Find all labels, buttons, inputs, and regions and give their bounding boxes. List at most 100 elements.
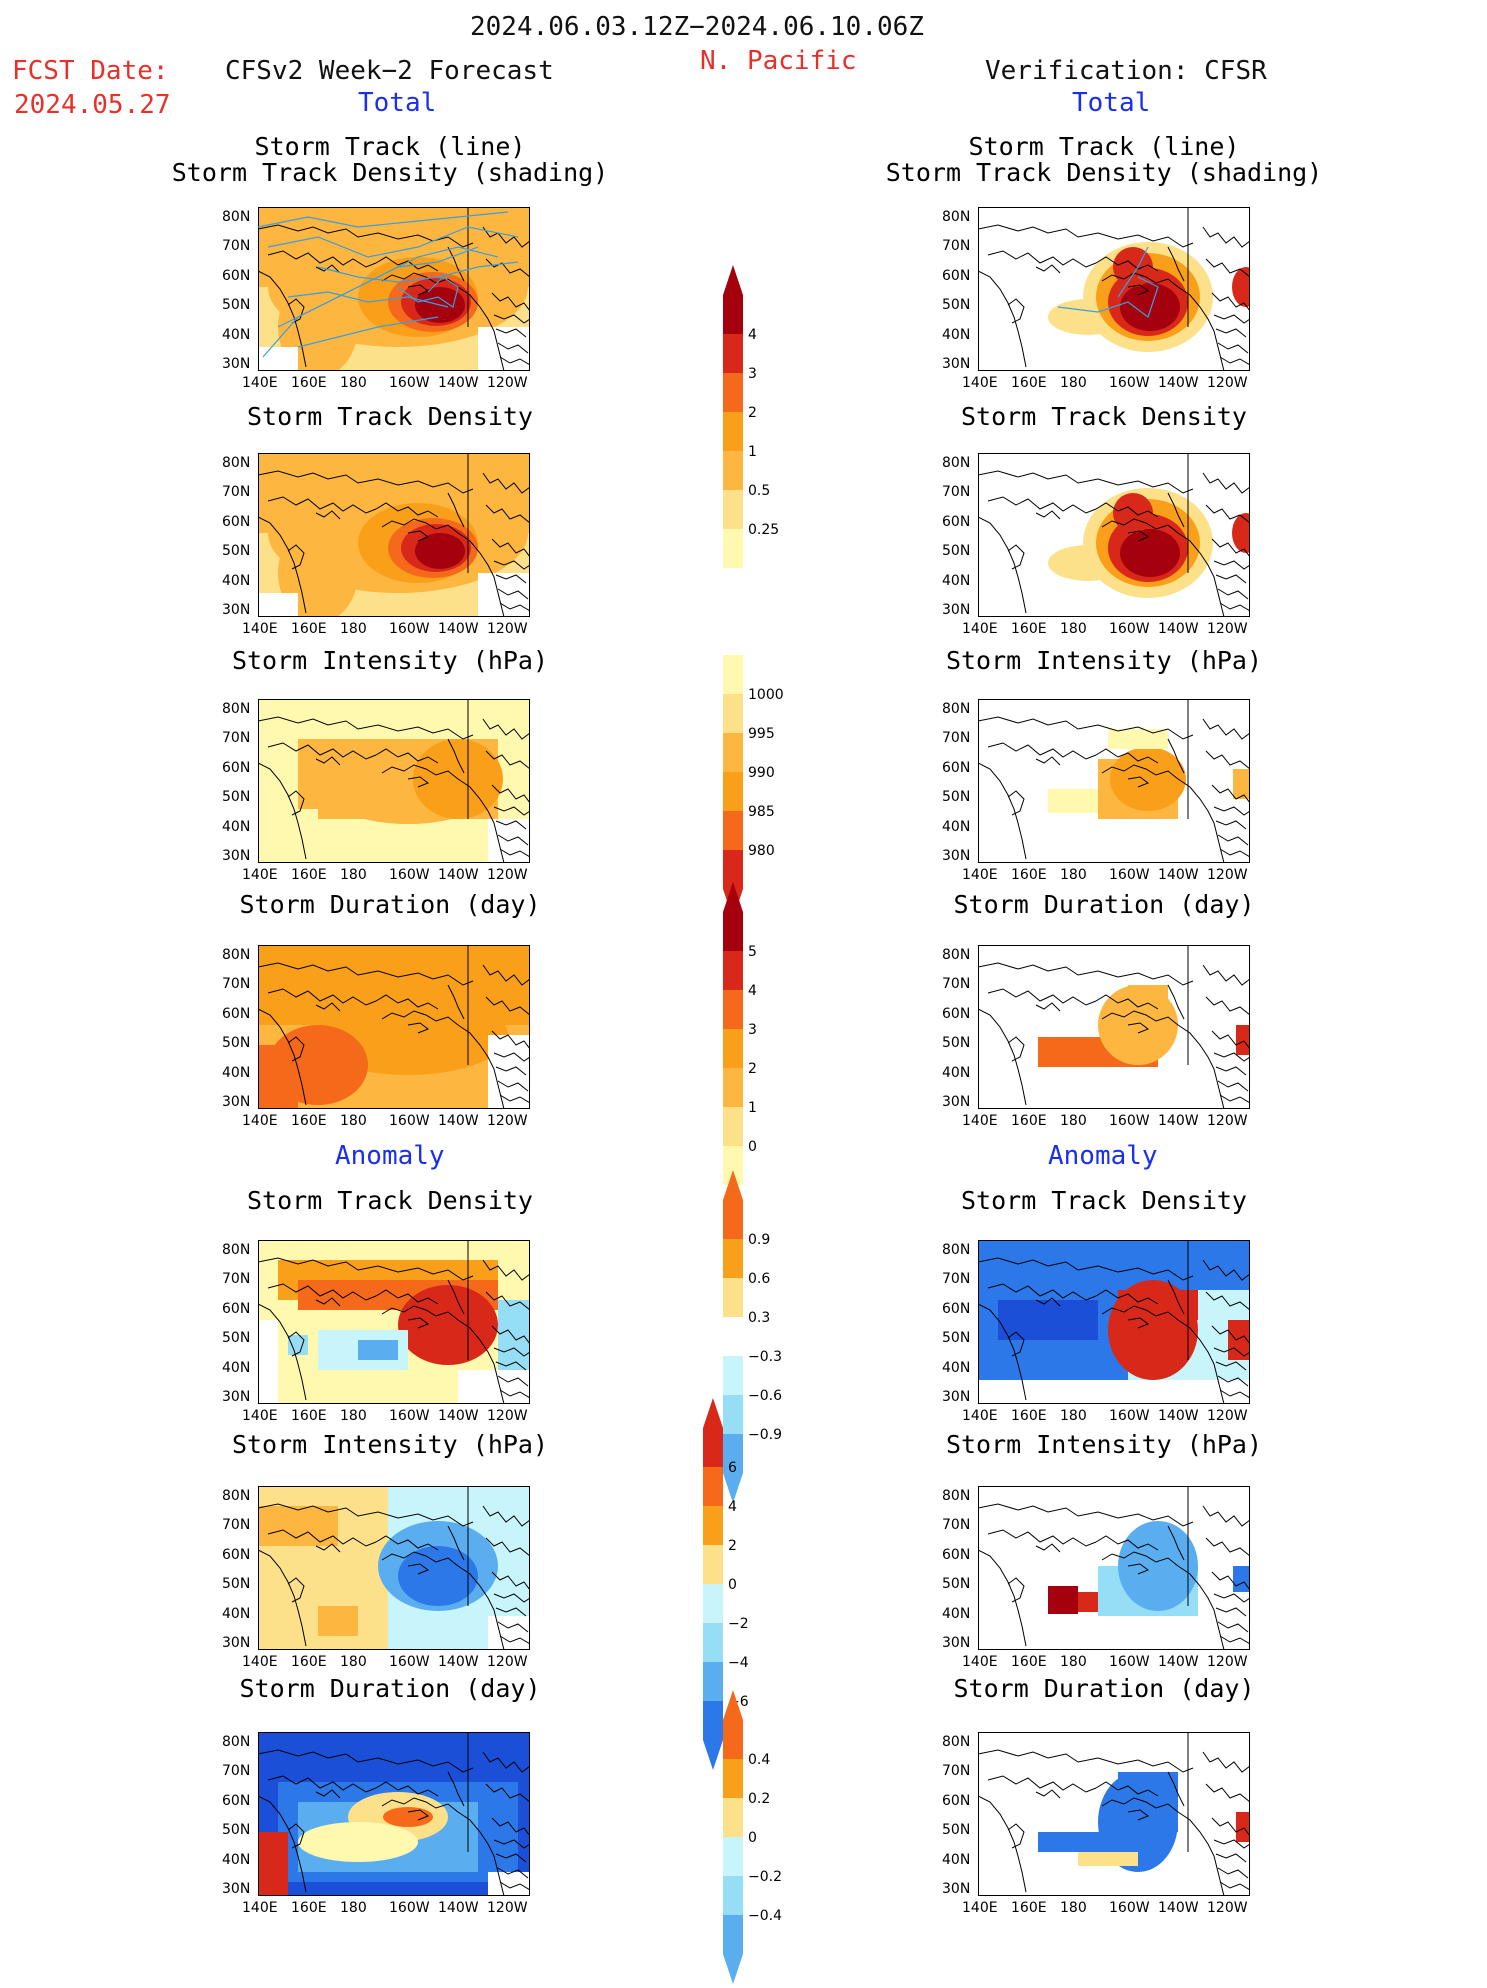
verif-duration-panel-shade [1236, 1025, 1250, 1055]
fcst-intensity-panel-coastline [493, 806, 530, 816]
verif-density-panel-coastline [1167, 492, 1185, 528]
fcst-anom-duration-panel-shade [488, 1872, 530, 1896]
verif-anom-intensity-panel-coastline [1167, 1525, 1185, 1561]
fcst-anom-density-panel-lat-label: 40N [222, 1359, 251, 1376]
fcst-anom-intensity-panel-lat-label: 70N [222, 1517, 251, 1534]
verif-duration-panel-coastline [1101, 1010, 1225, 1109]
verif-density-panel-svg [978, 453, 1250, 617]
intensity-colorbar [718, 625, 748, 923]
fcst-density-panel-coastline [493, 560, 530, 570]
fcst-anom-density-panel-coastline [497, 1375, 529, 1387]
verif-track-panel-coastline [1007, 298, 1025, 324]
fcst-density-panel [258, 453, 530, 617]
verif-anom-duration-panel [978, 1732, 1250, 1896]
verif-duration-panel-coastline [1217, 1080, 1249, 1092]
fcst-duration-panel-lat-label: 30N [222, 1094, 251, 1110]
verif-anom-intensity-panel-coastline [1211, 1571, 1250, 1591]
verif-density-panel-coastline [1127, 530, 1150, 542]
fcst-anom-intensity-panel-lat-label: 80N [222, 1488, 251, 1504]
verif-anom-density-panel-shade [978, 1380, 1250, 1404]
density-anom-colorbar-svg [723, 1170, 743, 1503]
fcst-anom-density-panel-coastline [407, 1317, 430, 1329]
fcst-intensity-panel-coastline [258, 762, 307, 860]
fcst-duration-panel-coastline [381, 1010, 505, 1109]
verif-anom-density-panel-lon-label: 160W [1109, 1408, 1150, 1424]
verif-anom-intensity-panel-coastline [1205, 1537, 1250, 1557]
verif-anom-intensity-panel-lat-label: 70N [942, 1517, 971, 1534]
fcst-anom-intensity-panel-shade [398, 1546, 478, 1606]
fcst-track-panel [258, 207, 530, 371]
verif-track-panel-coastline [1101, 272, 1225, 371]
verif-anom-density-panel-coastline [1095, 1289, 1159, 1305]
verif-duration-panel-coastline [1035, 1002, 1061, 1012]
density-anom-colorbar-label: −0.9 [748, 1427, 782, 1443]
fcst-anom-duration-panel-coastline [491, 1817, 530, 1837]
density-colorbar-top-arrow [723, 265, 743, 295]
verif-track-panel-coastline [1211, 292, 1250, 312]
fcst-anom-duration-panel-coastline [499, 1881, 530, 1891]
verif-anom-density-panel-svg [978, 1240, 1250, 1404]
verif-duration-panel-coastline [1127, 1022, 1150, 1034]
fcst-intensity-panel-lat-label: 80N [222, 701, 251, 717]
verif-density-panel-shade [1120, 529, 1180, 577]
intensity-anom-colorbar-swatch [703, 1662, 723, 1701]
fcst-anom-duration-panel-coastline [258, 1795, 307, 1893]
verif-anom-density-panel-lon-label: 140W [1158, 1408, 1199, 1424]
fcst-anom-duration-panel-lat-label: 40N [222, 1851, 251, 1868]
fcst-intensity-panel-lon-label: 140W [438, 867, 479, 883]
duration-anom-colorbar-swatch [723, 1837, 743, 1876]
verif-anom-density-panel-coastline [1215, 1361, 1247, 1371]
verif-density-panel-coastline [978, 470, 1194, 494]
fcst-anom-intensity-panel-lon-label: 160E [291, 1654, 327, 1670]
intensity-colorbar-svg [723, 655, 743, 919]
verif-density-panel-lon-label: 180 [1060, 621, 1087, 637]
verif-anom-intensity-panel-shade [1078, 1592, 1098, 1612]
verif-track-panel-svg [978, 207, 1250, 371]
verif-track-panel-lon-label: 140E [962, 375, 998, 391]
density-colorbar-swatch [723, 490, 743, 529]
density-colorbar-label: 0.25 [748, 522, 780, 538]
fcst-intensity-panel-shade [258, 809, 318, 863]
fcst-duration-panel-svg [258, 945, 530, 1109]
verif-intensity-panel-svg [978, 699, 1250, 863]
fcst-anom-density-panel-lat-label: 30N [222, 1389, 251, 1405]
verif-anom-duration-panel-lat-label: 50N [942, 1822, 971, 1839]
verif-track-panel-storm-track [1117, 246, 1149, 298]
duration-anom-colorbar-swatch [723, 1876, 743, 1915]
verif-anom-duration-panel-shade [1078, 1852, 1138, 1866]
verif-anom-density-panel-lat-label: 70N [942, 1271, 971, 1288]
fcst-track-panel-storm-track [287, 291, 449, 308]
fcst-anom-intensity-panel-coastline [482, 1505, 530, 1527]
verif-anom-duration-panel-lat-label: 70N [942, 1763, 971, 1780]
verif-anom-density-panel-lon-label: 180 [1060, 1408, 1087, 1424]
fcst-track-panel-coastline [495, 328, 527, 338]
fcst-anom-duration-panel-lat-label: 50N [222, 1822, 251, 1839]
fcst-anom-duration-panel-coastline [485, 1783, 530, 1803]
fcst-anom-duration-panel-svg [258, 1732, 530, 1896]
density-anom-colorbar-bottom-arrow [723, 1473, 743, 1503]
fcst-duration-panel [258, 945, 530, 1109]
verif-track-panel-coastline [1217, 342, 1249, 354]
fcst-density-panel-lat-label: 60N [222, 513, 251, 530]
fcst-anom-density-panel-lon-label: 180 [340, 1408, 367, 1424]
fcst-anom-intensity-panel-coastline [375, 1535, 439, 1551]
verif-anom-intensity-panel-lat-label: 30N [942, 1635, 971, 1651]
duration-anom-colorbar-label: 0.4 [748, 1752, 771, 1768]
verif-anom-density-panel-coastline [978, 1257, 1194, 1281]
density-colorbar-swatch [723, 529, 743, 568]
verif-anom-intensity-panel-lon-label: 180 [1060, 1654, 1087, 1670]
verif-intensity-panel-coastline [1215, 820, 1247, 830]
fcst-intensity-panel-coastline [407, 776, 430, 788]
right-track-line-title: Storm Track (line) [968, 132, 1240, 161]
verif-duration-panel-coastline [978, 962, 1194, 986]
fcst-duration-panel-coastline [315, 1002, 341, 1012]
verif-anom-intensity-panel-lon-label: 140W [1158, 1654, 1199, 1670]
verif-intensity-panel-coastline [1205, 750, 1250, 770]
fcst-duration-panel-lat-label: 50N [222, 1035, 251, 1052]
verif-duration-panel-lat-label: 50N [942, 1035, 971, 1052]
fcst-anom-intensity-panel-coastline [258, 1503, 474, 1527]
fcst-anom-density-panel-svg [258, 1240, 530, 1404]
verif-anom-density-panel [978, 1240, 1250, 1404]
fcst-anom-duration-panel-coastline [493, 1839, 530, 1849]
fcst-intensity-panel-coastline [258, 716, 474, 740]
